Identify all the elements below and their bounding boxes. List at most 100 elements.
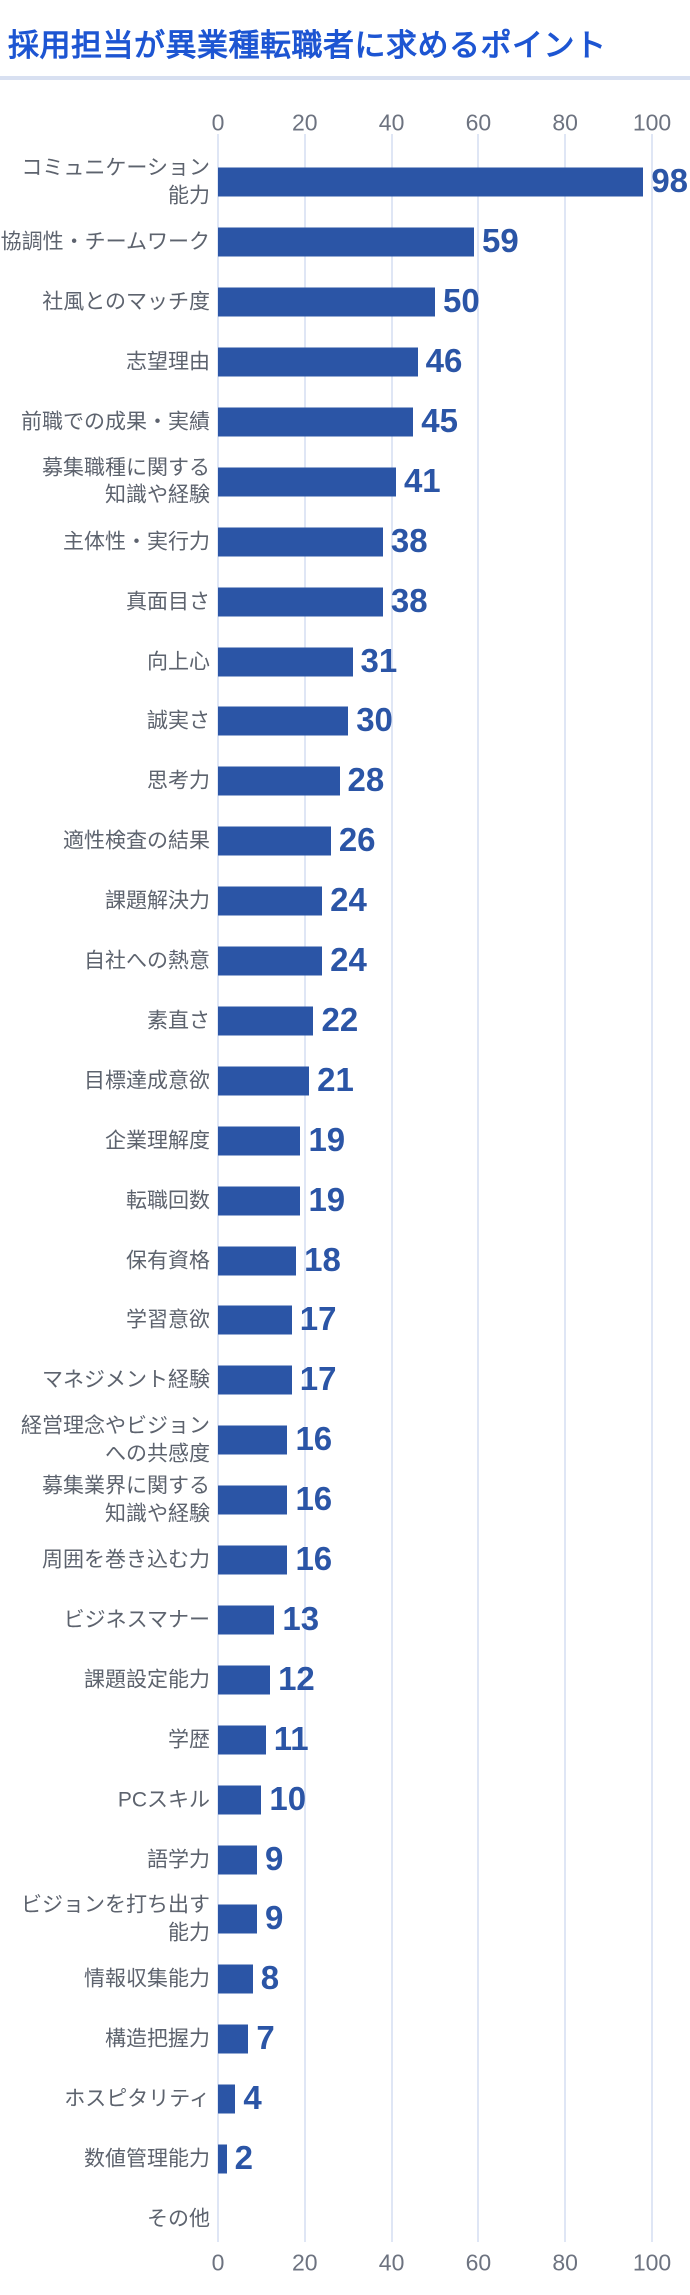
category-label: 企業理解度 (105, 1128, 210, 1152)
category-label: ホスピタリティ (64, 2087, 210, 2111)
x-tick-label: 20 (292, 2249, 318, 2276)
category-label: マネジメント経験 (42, 1368, 210, 1392)
gridline (390, 134, 393, 2242)
bar (218, 1964, 253, 1994)
value-label: 50 (443, 282, 480, 320)
value-label: 41 (403, 462, 441, 500)
category-label: 志望理由 (126, 350, 210, 374)
bar (218, 1845, 258, 1874)
value-label: 24 (330, 941, 367, 979)
bar (218, 946, 323, 976)
category-label: 課題解決力 (105, 889, 210, 913)
bar (218, 347, 418, 377)
value-label: 11 (273, 1719, 309, 1757)
value-label: 4 (243, 2079, 262, 2117)
category-label: 学歴 (168, 1727, 210, 1751)
value-label: 9 (265, 1899, 284, 1937)
value-label: 21 (317, 1061, 354, 1099)
category-label: 目標達成意欲 (84, 1069, 210, 1093)
value-label: 13 (282, 1600, 320, 1638)
bar (218, 1126, 301, 1156)
value-label: 28 (347, 761, 385, 799)
value-label: 16 (295, 1540, 333, 1578)
page-title: 採用担当が異業種転職者に求めるポイント (8, 28, 607, 63)
gridline (477, 134, 480, 2242)
bar (218, 826, 331, 856)
x-tick-label: 40 (378, 2249, 405, 2276)
value-label: 10 (269, 1779, 307, 1817)
bar (218, 1545, 288, 1575)
category-label: 学習意欲 (126, 1308, 210, 1332)
bar (218, 647, 353, 676)
gridline (564, 134, 567, 2242)
value-label: 18 (304, 1240, 341, 1278)
bar (218, 1246, 297, 1275)
category-label: 思考力 (147, 769, 210, 793)
value-label: 8 (260, 1959, 280, 1997)
category-label: コミュニケーション 能力 (21, 156, 210, 208)
bar (218, 1425, 288, 1455)
x-tick-label: 80 (552, 109, 578, 136)
value-label: 12 (278, 1660, 315, 1698)
value-label: 19 (308, 1120, 346, 1158)
category-label: 素直さ (147, 1009, 210, 1033)
value-label: 26 (338, 821, 376, 859)
value-label: 30 (356, 701, 393, 739)
category-label: 語学力 (147, 1847, 210, 1871)
x-tick-label: 0 (211, 109, 225, 136)
category-label: 誠実さ (147, 709, 210, 733)
bar (218, 1725, 266, 1755)
bar (218, 407, 414, 437)
bar (218, 167, 644, 197)
category-label: 情報収集能力 (84, 1967, 210, 1991)
bar (218, 2084, 236, 2114)
x-tick-label: 0 (211, 2249, 225, 2276)
category-label: 数値管理能力 (84, 2147, 210, 2171)
category-label: 真面目さ (126, 589, 210, 613)
category-label: 構造把握力 (105, 2027, 210, 2051)
x-tick-label: 100 (632, 109, 672, 136)
category-label: ビジョンを打ち出す 能力 (21, 1893, 210, 1945)
value-label: 7 (256, 2019, 275, 2057)
category-label: 社風とのマッチ度 (42, 290, 210, 314)
category-label: 転職回数 (126, 1188, 210, 1212)
value-label: 17 (299, 1300, 337, 1338)
bar (218, 1006, 314, 1036)
value-label: 38 (390, 521, 428, 559)
bar (218, 1785, 262, 1815)
category-label: 課題設定能力 (84, 1668, 210, 1692)
category-label: その他 (147, 2207, 210, 2231)
bar (218, 1186, 301, 1216)
category-label: 募集業界に関する 知識や経験 (42, 1474, 210, 1526)
value-label: 16 (295, 1480, 333, 1518)
category-label: 主体性・実行力 (63, 529, 210, 553)
bar (218, 227, 475, 257)
bar (218, 2144, 227, 2174)
bar (218, 1605, 275, 1635)
gridline (303, 134, 306, 2242)
category-label: ビジネスマナー (63, 1608, 210, 1632)
value-label: 22 (321, 1001, 359, 1039)
value-label: 16 (295, 1420, 333, 1458)
category-label: 適性検査の結果 (63, 829, 210, 853)
bar (218, 287, 435, 317)
category-label: 募集職種に関する 知識や経験 (42, 456, 210, 507)
category-label: 経営理念やビジョン への共感度 (21, 1414, 210, 1466)
x-tick-label: 40 (378, 109, 405, 136)
gridline (651, 134, 653, 2242)
bar (218, 886, 323, 916)
bar (218, 1904, 258, 1934)
category-label: 自社への熱意 (84, 949, 210, 973)
value-label: 9 (265, 1839, 284, 1877)
bar (218, 1305, 292, 1335)
category-label: 向上心 (147, 649, 210, 673)
x-tick-label: 60 (465, 2249, 492, 2276)
bar (218, 1365, 292, 1395)
value-label: 45 (421, 402, 459, 440)
category-label: 協調性・チームワーク (0, 230, 210, 254)
value-label: 46 (425, 342, 463, 380)
bar (218, 527, 383, 557)
bar (218, 467, 396, 497)
